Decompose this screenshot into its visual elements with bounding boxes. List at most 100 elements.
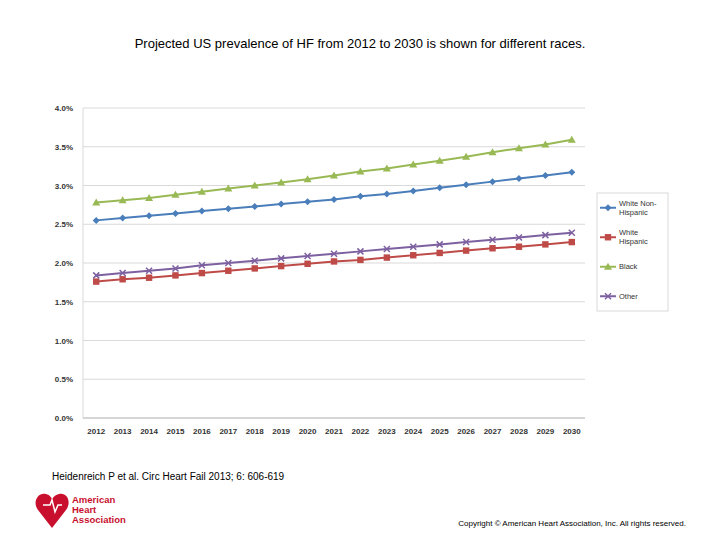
data-point [120,270,126,276]
y-axis [83,108,84,418]
chart-svg: 0.0%0.5%1.0%1.5%2.0%2.5%3.0%3.5%4.0%2012… [0,0,720,540]
x-tick-label: 2017 [219,427,237,436]
data-point [92,199,100,206]
y-tick-label: 4.0% [55,104,73,113]
x-tick-label: 2024 [404,427,422,436]
data-point [489,245,495,251]
x-tick-label: 2013 [114,427,132,436]
data-point [489,178,496,185]
y-tick-label: 0.5% [55,375,73,384]
data-point [356,168,364,175]
data-point [172,272,178,278]
data-point [489,148,497,155]
y-tick-label: 0.0% [55,414,73,423]
data-point [437,241,443,247]
data-point [305,253,311,259]
data-point [252,258,258,264]
data-point [172,210,179,217]
grid-line [83,108,585,109]
logo-pulse [43,500,62,512]
legend-marker [605,204,612,211]
plot-area [92,136,576,285]
legend-marker [605,293,611,299]
data-point [331,258,337,264]
data-point [145,194,153,201]
grid-line [83,146,585,147]
data-point [225,260,231,266]
data-point [171,191,179,198]
data-point [251,203,258,210]
x-tick-label: 2012 [87,427,105,436]
data-point [410,187,417,194]
data-point [357,248,363,254]
grid-line [83,340,585,341]
grid-line [83,185,585,186]
data-point [410,244,416,250]
data-point [463,181,470,188]
data-point [278,201,285,208]
grid-line [83,418,585,419]
legend-box [597,193,668,311]
data-point [304,198,311,205]
x-tick-label: 2014 [140,427,158,436]
y-tick-label: 1.0% [55,337,73,346]
data-point [463,239,469,245]
x-tick-label: 2025 [431,427,449,436]
data-point [515,144,523,151]
x-tick-label: 2015 [167,427,185,436]
data-point [568,136,576,143]
data-point [357,193,364,200]
series-line [96,140,572,203]
title: Projected US prevalence of HF from 2012 … [0,36,720,51]
data-point [542,172,549,179]
series-line [96,233,572,276]
data-point [225,205,232,212]
data-point [93,272,99,278]
data-point [383,164,391,171]
x-tick-label: 2022 [352,427,370,436]
data-point [516,234,522,240]
grid-line [83,224,585,225]
data-point [198,208,205,215]
data-point [357,257,363,263]
series-line [96,242,572,282]
data-point [199,270,205,276]
data-point [146,212,153,219]
data-point [516,244,522,250]
data-point [331,196,338,203]
x-tick-label: 2028 [510,427,528,436]
data-point [199,262,205,268]
data-point [146,275,152,281]
data-point [277,178,285,185]
data-point [569,230,575,236]
logo-text: American Heart Association [72,495,142,525]
data-point [278,263,284,269]
data-point [436,250,442,256]
x-tick-label: 2027 [484,427,502,436]
y-tick-label: 2.5% [55,220,73,229]
y-tick-label: 1.5% [55,298,73,307]
data-point [304,175,312,182]
data-point [172,265,178,271]
y-tick-label: 2.0% [55,259,73,268]
data-point [251,182,259,189]
data-point [93,278,99,284]
grid-line [83,379,585,380]
legend-label: White Non-Hispanic [619,199,665,217]
data-point [146,268,152,274]
data-point [410,252,416,258]
data-point [515,175,522,182]
data-point [541,140,549,147]
data-point [463,247,469,253]
legend-marker [604,263,612,270]
data-point [304,261,310,267]
data-point [331,251,337,257]
data-point [569,239,575,245]
legend-label: Other [619,292,665,301]
data-point [198,188,206,195]
legend-label: Black [619,262,665,271]
y-tick-label: 3.0% [55,182,73,191]
x-tick-label: 2023 [378,427,396,436]
x-tick-label: 2029 [536,427,554,436]
data-point [436,184,443,191]
